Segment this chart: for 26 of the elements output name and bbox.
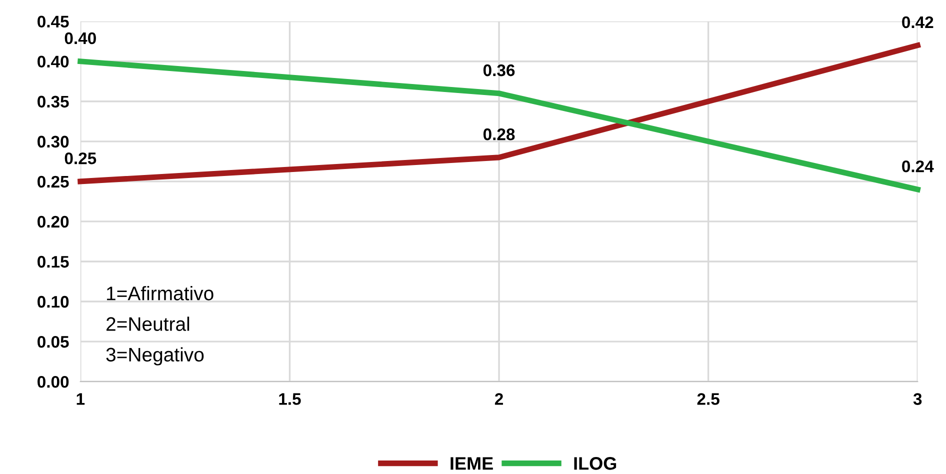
- y-tick-label: 0.20: [38, 216, 69, 228]
- y-tick-label: 0.00: [38, 376, 69, 388]
- legend-label: ILOG: [574, 457, 616, 470]
- y-tick-label: 0.05: [38, 336, 69, 348]
- data-label: 0.36: [483, 64, 515, 76]
- y-tick-label: 0.40: [38, 56, 69, 68]
- x-tick-label: 2: [494, 393, 503, 405]
- x-tick-label: 1: [76, 393, 85, 405]
- annotation: 1=Afirmativo: [107, 286, 214, 300]
- y-tick-label: 0.25: [38, 176, 69, 188]
- y-tick-label: 0.10: [38, 296, 69, 308]
- annotation: 2=Neutral: [106, 316, 190, 331]
- y-tick-label: 0.35: [38, 96, 69, 108]
- y-tick-label: 0.30: [38, 136, 69, 148]
- data-label: 0.25: [64, 152, 96, 164]
- annotation: 3=Negativo: [106, 347, 204, 366]
- y-tick-label: 0.45: [38, 16, 69, 28]
- data-label: 0.42: [902, 16, 934, 28]
- x-tick-label: 1.5: [279, 393, 301, 405]
- y-tick-label: 0.15: [38, 256, 69, 268]
- data-label: 0.28: [483, 128, 515, 140]
- x-tick-label: 3: [913, 393, 922, 405]
- legend-label: IEME: [450, 457, 493, 470]
- data-label: 0.40: [64, 32, 96, 44]
- data-label: 0.24: [902, 160, 934, 172]
- x-tick-label: 2.5: [697, 393, 720, 405]
